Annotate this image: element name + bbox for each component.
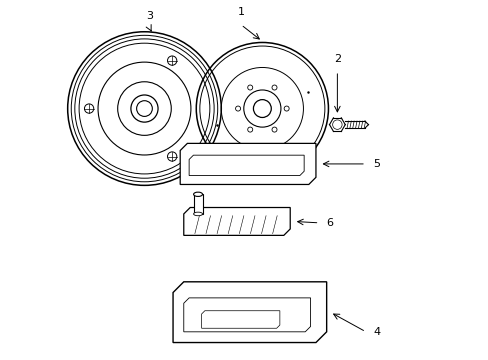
Text: 6: 6	[326, 218, 333, 228]
Polygon shape	[173, 282, 326, 342]
Polygon shape	[183, 207, 290, 235]
Text: 5: 5	[372, 159, 379, 169]
Text: 4: 4	[372, 327, 380, 337]
Text: 2: 2	[333, 54, 340, 64]
Ellipse shape	[193, 192, 202, 197]
Text: 3: 3	[146, 11, 153, 21]
Text: 1: 1	[237, 8, 244, 18]
Bar	[193, 194, 202, 214]
Ellipse shape	[193, 212, 202, 216]
Polygon shape	[180, 143, 315, 184]
